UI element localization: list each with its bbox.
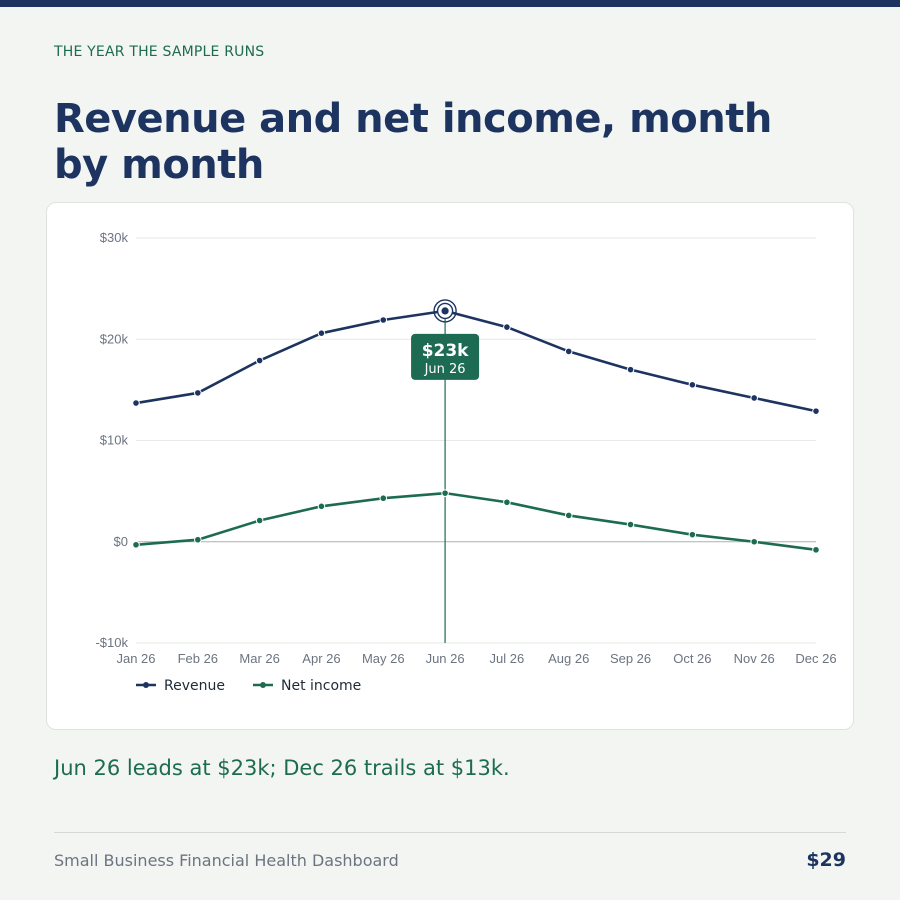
data-point <box>132 399 140 407</box>
x-tick-label: Jun 26 <box>426 651 465 666</box>
y-tick-label: $20k <box>100 331 129 346</box>
data-point <box>503 323 511 331</box>
data-point <box>441 489 449 497</box>
x-tick-label: Oct 26 <box>673 651 711 666</box>
chart-takeaway: Jun 26 leads at $23k; Dec 26 trails at $… <box>54 756 510 780</box>
footer-title: Small Business Financial Health Dashboar… <box>54 851 399 870</box>
x-tick-label: Jan 26 <box>116 651 155 666</box>
x-tick-label: Aug 26 <box>548 651 589 666</box>
data-point <box>688 381 697 389</box>
data-point <box>255 516 264 525</box>
data-point <box>750 537 758 546</box>
legend-swatch-point <box>259 682 266 688</box>
page-title: Revenue and net income, month by month <box>54 96 772 188</box>
data-point <box>317 329 326 337</box>
highlight-tooltip <box>411 333 480 380</box>
legend-label: Net income <box>281 678 361 694</box>
data-point <box>317 502 326 511</box>
x-tick-label: Feb 26 <box>178 651 218 666</box>
data-point <box>379 316 388 324</box>
x-tick-label: Nov 26 <box>734 651 775 666</box>
chart-card: -$10k $0 $10k $20k $30k Jan 26 Feb 26 Mar 26 Apr… <box>46 202 854 730</box>
y-tick-label: -$10k <box>95 635 128 650</box>
data-point <box>626 365 635 374</box>
data-point <box>812 407 820 415</box>
series-line <box>134 309 818 413</box>
x-tick-label: Sep 26 <box>610 651 651 666</box>
x-tick-label: Mar 26 <box>239 651 279 666</box>
series-line <box>134 491 818 552</box>
data-point <box>503 498 511 507</box>
highlight-point <box>441 307 449 315</box>
data-point <box>132 540 140 549</box>
eyebrow-label: THE YEAR THE SAMPLE RUNS <box>54 44 265 60</box>
data-point <box>379 494 388 503</box>
data-point <box>564 347 573 356</box>
data-point <box>194 535 202 544</box>
tooltip-value: $23k <box>422 341 469 361</box>
line-chart: -$10k $0 $10k $20k $30k Jan 26 Feb 26 Mar 26 Apr… <box>95 230 836 694</box>
data-point <box>812 546 820 554</box>
footer-price: $29 <box>806 849 846 871</box>
data-point <box>564 511 573 520</box>
top-accent-bar <box>0 0 900 7</box>
data-point <box>626 520 635 529</box>
highlight-ring-outer <box>433 299 457 323</box>
footer-divider <box>54 832 846 833</box>
x-tick-label: May 26 <box>362 651 405 666</box>
legend-swatch-point <box>143 682 149 688</box>
x-tick-label: Apr 26 <box>302 651 340 666</box>
x-tick-label: Jul 26 <box>490 651 525 666</box>
y-tick-label: $0 <box>114 534 128 549</box>
data-point <box>194 389 202 397</box>
data-point <box>255 356 264 365</box>
data-point <box>688 530 697 539</box>
legend-label: Revenue <box>164 678 225 694</box>
tooltip-date: Jun 26 <box>424 362 466 377</box>
y-tick-label: $30k <box>100 230 129 245</box>
y-tick-label: $10k <box>100 433 129 448</box>
x-tick-label: Dec 26 <box>795 651 836 666</box>
data-point <box>750 394 758 402</box>
